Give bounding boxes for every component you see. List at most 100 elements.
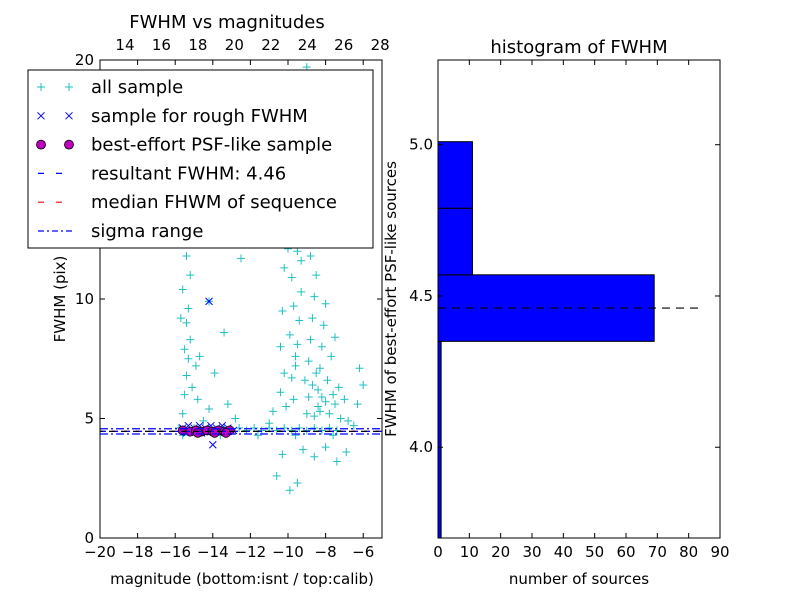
scatter-point-all-sample: [287, 426, 296, 435]
legend-marker-circle: [64, 139, 74, 150]
scatter-point-all-sample: [250, 424, 259, 433]
legend-label: all sample: [91, 77, 183, 98]
histogram-x-tick-label: 10: [460, 543, 479, 561]
scatter-x-tick-label: −10: [272, 543, 304, 561]
scatter-point-all-sample: [293, 247, 302, 256]
histogram-panel: 0 10 20 30 40 50 60 70 80 90 4.0 4.5 5.0 histogram o…: [382, 37, 730, 588]
scatter-point-all-sample: [353, 400, 362, 409]
legend-entry: median FHWM of sequence: [38, 192, 337, 213]
scatter-point-all-sample: [321, 397, 330, 406]
scatter-point-all-sample: [312, 369, 321, 378]
scatter-point-all-sample: [331, 400, 339, 409]
scatter-point-all-sample: [186, 271, 195, 280]
scatter-x-tick-label: −14: [197, 543, 229, 561]
legend-entry: sigma range: [38, 221, 203, 242]
scatter-point-all-sample: [306, 251, 315, 260]
scatter-point-all-sample: [265, 419, 274, 428]
scatter-point-all-sample: [317, 342, 326, 351]
scatter-point-all-sample: [289, 395, 298, 404]
scatter-point-all-sample: [178, 409, 187, 418]
scatter-point-all-sample: [302, 409, 311, 418]
legend-label: best-effort PSF-like sample: [91, 135, 332, 156]
scatter-point-all-sample: [223, 400, 232, 409]
histogram-x-tick-label: 50: [585, 543, 604, 561]
scatter-point-all-sample: [291, 361, 300, 370]
scatter-point-all-sample: [237, 254, 245, 263]
scatter-x-tick-label: −18: [122, 543, 154, 561]
scatter-ticks: −20 −18 −16 −14 −12 −10 −8 −6 14 16 18 20 22 24 26 28 0 5…: [75, 36, 390, 561]
legend-box: [27, 69, 374, 249]
legend-marker-x: [65, 111, 73, 120]
scatter-point-all-sample: [293, 340, 302, 349]
scatter-point-all-sample: [199, 416, 208, 425]
scatter-point-all-sample: [276, 388, 285, 397]
scatter-y-tick-label: 10: [75, 290, 94, 308]
scatter-point-all-sample: [180, 390, 189, 399]
scatter-point-all-sample: [315, 364, 324, 373]
scatter-point-all-sample: [295, 316, 304, 325]
scatter-point-all-sample: [205, 404, 214, 413]
scatter-point-all-sample: [336, 414, 345, 423]
scatter-point-all-sample: [306, 335, 315, 344]
scatter-point-all-sample: [331, 333, 339, 342]
scatter-point-all-sample: [276, 342, 285, 351]
scatter-point-all-sample: [310, 412, 319, 421]
scatter-point-all-sample: [317, 426, 326, 435]
scatter-x-tick-label: −16: [159, 543, 191, 561]
scatter-point-all-sample: [327, 352, 336, 361]
scatter-point-all-sample: [182, 318, 191, 327]
scatter-point-all-sample: [242, 426, 251, 435]
scatter-top-tick-label: 22: [261, 36, 280, 54]
scatter-point-all-sample: [300, 376, 309, 385]
scatter-point-all-sample: [319, 321, 328, 330]
legend-marker-circle: [36, 139, 46, 150]
scatter-point-all-sample: [342, 447, 351, 456]
scatter-point-all-sample: [182, 371, 191, 380]
histogram-x-tick-label: 70: [648, 543, 667, 561]
scatter-point-all-sample: [253, 431, 262, 440]
scatter-point-psf-like: [221, 427, 231, 438]
scatter-point-all-sample: [304, 392, 313, 401]
scatter-point-all-sample: [285, 486, 294, 495]
scatter-point-all-sample: [231, 414, 240, 423]
scatter-point-all-sample: [321, 443, 330, 452]
scatter-point-all-sample: [317, 392, 326, 401]
scatter-point-all-sample: [308, 314, 317, 323]
scatter-point-all-sample: [272, 471, 281, 480]
scatter-point-all-sample: [278, 450, 287, 459]
scatter-x-tick-label: −6: [352, 543, 374, 561]
scatter-title: FWHM vs magnitudes: [129, 12, 324, 33]
scatter-point-all-sample: [186, 335, 195, 344]
scatter-point-all-sample: [323, 376, 332, 385]
histogram-x-tick-label: 40: [554, 543, 573, 561]
scatter-y-label: FWHM (pix): [51, 256, 69, 343]
scatter-point-all-sample: [191, 361, 200, 370]
scatter-y-tick-label: 20: [75, 51, 94, 69]
scatter-point-all-sample: [329, 431, 338, 440]
histogram-bar: [437, 207, 473, 276]
scatter-point-rough-fwhm: [208, 440, 217, 449]
scatter-point-all-sample: [182, 251, 191, 260]
scatter-point-all-sample: [289, 302, 298, 311]
legend-marker-plus: [65, 83, 73, 91]
histogram-x-tick-label: 90: [710, 543, 729, 561]
scatter-point-all-sample: [325, 424, 334, 433]
scatter-point-all-sample: [329, 390, 338, 399]
histogram-x-label: number of sources: [509, 570, 649, 588]
scatter-x-tick-label: −12: [235, 543, 267, 561]
scatter-top-tick-label: 28: [371, 36, 390, 54]
scatter-point-all-sample: [340, 395, 349, 404]
scatter-point-all-sample: [278, 306, 287, 315]
scatter-point-all-sample: [257, 426, 266, 435]
scatter-point-all-sample: [297, 256, 306, 265]
scatter-point-all-sample: [332, 426, 341, 435]
scatter-x-label: magnitude (bottom:isnt / top:calib): [110, 570, 374, 588]
scatter-point-all-sample: [287, 373, 296, 382]
histogram-x-tick-label: 30: [522, 543, 541, 561]
scatter-point-all-sample: [314, 385, 323, 394]
scatter-point-all-sample: [188, 383, 197, 392]
histogram-title: histogram of FWHM: [490, 37, 667, 58]
scatter-point-all-sample: [310, 424, 319, 433]
scatter-legend: all sample sample for rough FWHM best-effo…: [27, 69, 374, 249]
